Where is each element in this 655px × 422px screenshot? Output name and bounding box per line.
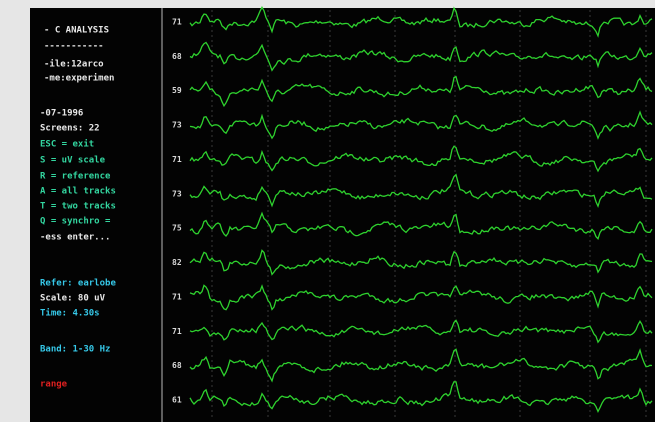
traces: 71 68 59 73 71 73 75 82 71 71 68 61 [172,5,653,414]
info-line: Band: 1-30 Hz [40,345,110,355]
eeg-trace [189,348,653,383]
channel-label: 73 [172,121,182,130]
command[interactable]: Q = synchro = [40,217,111,227]
command[interactable]: A = all tracks [40,187,116,197]
grid [211,10,647,420]
monitor [30,8,655,422]
header-line: Screens: 22 [40,124,100,134]
eeg-trace [189,381,653,414]
status: range [40,380,68,390]
sidebar: - C ANALYSIS ----------- -ile:12arco -me… [40,26,116,390]
channel-label: 82 [172,258,182,267]
header-line: ----------- [44,42,104,52]
eeg-trace [189,173,653,209]
channel-label: 68 [172,361,182,370]
channel-label: 61 [172,396,182,405]
command[interactable]: R = reference [40,172,111,182]
info-line: Scale: 80 uV [40,294,106,304]
info-line: Time: 4.30s [40,308,100,319]
eeg-trace [189,41,653,72]
eeg-trace [189,319,653,344]
header-line: -07-1996 [40,109,83,119]
channel-label: 73 [172,189,182,198]
eeg-trace [189,284,653,311]
header-line: -me:experimen [44,73,114,84]
channel-label: 71 [172,18,182,27]
info-line: Refer: earlobe [40,279,116,289]
eeg-trace [189,249,653,276]
eeg-trace [189,211,653,240]
channel-label: 71 [172,327,182,336]
command[interactable]: T = two tracks [40,202,116,212]
channel-label: 59 [172,86,182,95]
channel-label: 68 [172,52,182,61]
eeg-trace [189,5,653,38]
channel-label: 71 [172,155,182,164]
prompt: -ess enter... [40,233,110,243]
channel-label: 71 [172,292,182,301]
eeg-trace [189,145,653,173]
channel-label: 75 [172,224,182,233]
eeg-trace [189,110,653,140]
command[interactable]: S = uV scale [40,156,106,166]
header-line: - C ANALYSIS [44,26,109,36]
command[interactable]: ESC = exit [40,139,94,150]
eeg-trace [189,75,653,108]
header-line: -ile:12arco [44,59,104,70]
